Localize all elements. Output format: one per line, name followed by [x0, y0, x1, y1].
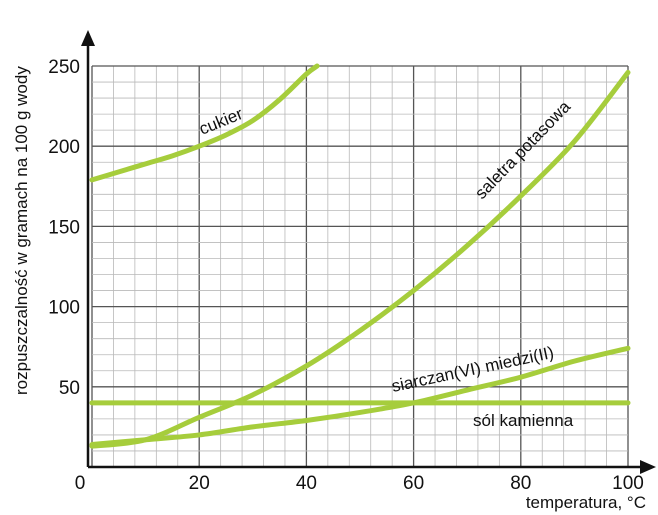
y-tick-label: 250 [48, 57, 80, 78]
y-axis-label: rozpuszczalność w gramach na 100 g wody [12, 66, 31, 395]
series-label-saletra-potasowa: saletra potasowa [471, 97, 574, 203]
y-tick-labels: 50 100 150 200 250 [48, 57, 80, 399]
x-tick-label: 60 [403, 473, 424, 494]
x-axis-arrow [640, 460, 656, 474]
y-tick-label: 200 [48, 137, 80, 158]
y-tick-label: 150 [48, 217, 80, 238]
x-tick-label: 0 [75, 473, 86, 494]
series-label-cukier: cukier [196, 104, 245, 139]
y-tick-label: 50 [59, 378, 80, 399]
x-tick-labels: 0 20 40 60 80 100 [75, 473, 644, 494]
y-axis-arrow [81, 30, 95, 46]
x-tick-label: 100 [612, 473, 644, 494]
series-label-sol-kamienna: sól kamienna [473, 411, 574, 430]
x-tick-label: 20 [189, 473, 210, 494]
series-line-siarczan-vi-miedzi-ii [89, 345, 631, 448]
x-tick-label: 80 [510, 473, 531, 494]
axes [81, 30, 656, 474]
series-lines [89, 63, 631, 449]
y-tick-label: 100 [48, 298, 80, 319]
series-line-cukier [89, 63, 320, 183]
x-tick-label: 40 [296, 473, 317, 494]
x-axis-label: temperatura, °C [526, 493, 646, 512]
series-line-saletra-potasowa [89, 69, 631, 449]
grid [91, 65, 629, 467]
